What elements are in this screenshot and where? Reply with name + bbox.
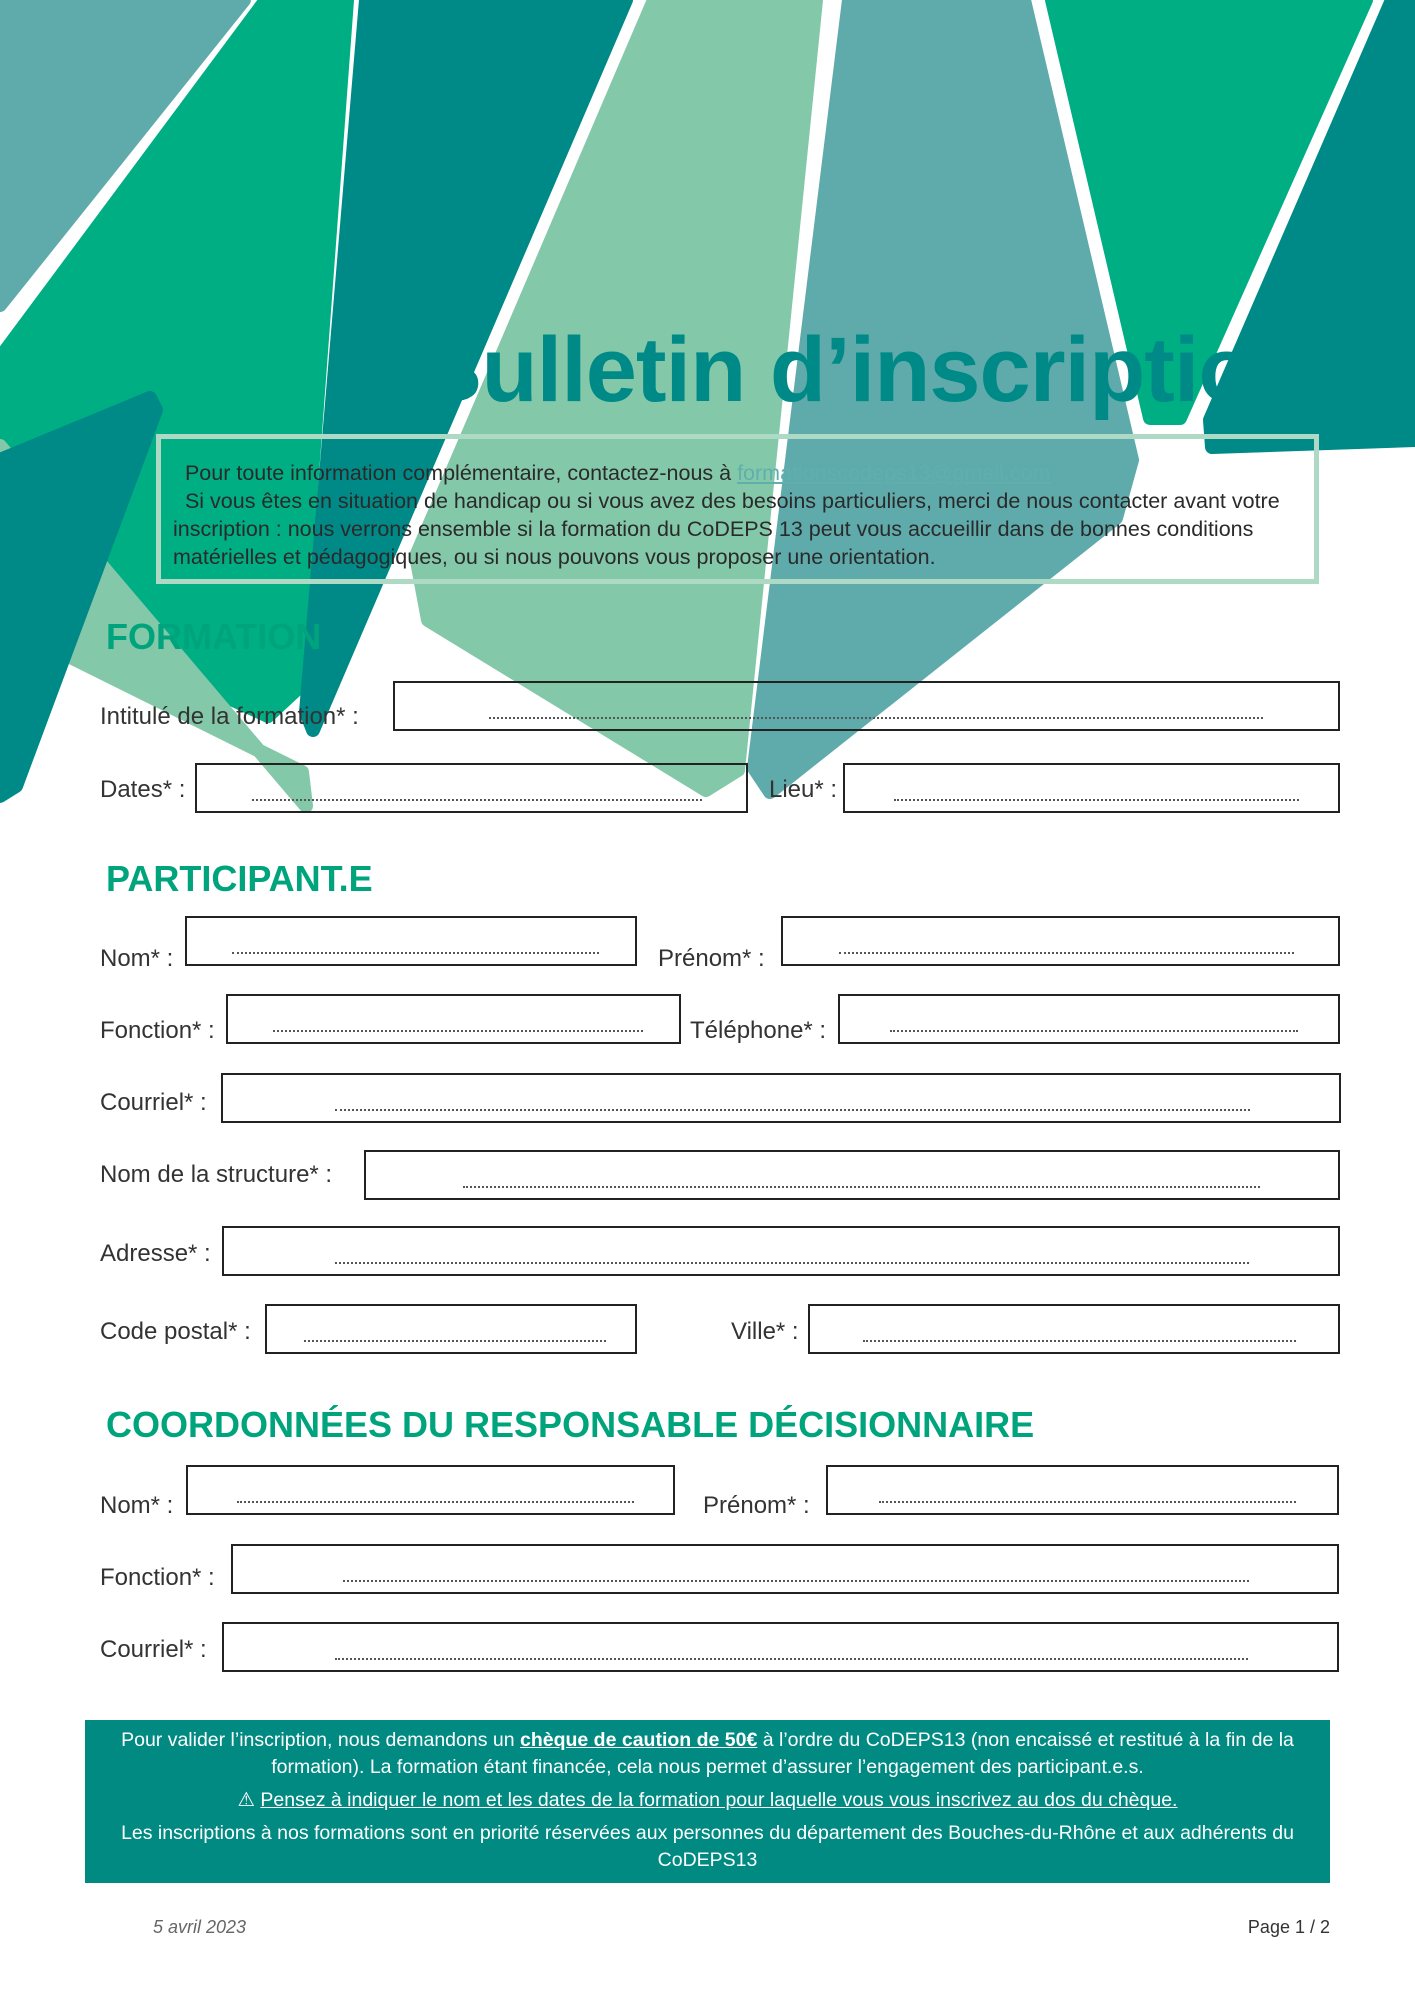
lieu-field[interactable]: [843, 763, 1340, 813]
prenom-field[interactable]: [781, 916, 1340, 966]
shape-gray-teal-1: [0, 0, 251, 312]
shape-dark-teal-3: [0, 391, 163, 803]
footer-date: 5 avril 2023: [153, 1917, 247, 1937]
shape-light-green-1: [409, 0, 823, 797]
caution-banner: Pour valider l’inscription, nous demando…: [85, 1720, 1330, 1883]
shape-green-2: [1045, 0, 1373, 425]
label-intitule: Intitulé de la formation* :: [100, 703, 359, 730]
footer-page-number: Page 1 / 2: [1247, 1917, 1330, 1937]
label-ville: Ville* :: [731, 1318, 799, 1345]
label-structure: Nom de la structure* :: [100, 1161, 333, 1188]
email-link[interactable]: formationscodeps13@gmail.com: [737, 461, 1051, 485]
warning-icon: ⚠: [237, 1789, 255, 1811]
dates-field[interactable]: [195, 763, 748, 813]
section-heading-responsable: COORDONNÉES DU RESPONSABLE DÉCISIONNAIRE: [106, 1404, 1035, 1445]
label-resp-nom: Nom* :: [100, 1492, 174, 1519]
label-resp-courriel: Courriel* :: [100, 1636, 207, 1663]
info-handicap: Si vous êtes en situation de handicap ou…: [173, 489, 1280, 569]
nom-field[interactable]: [185, 916, 637, 966]
shape-dark-teal-2: [1203, 0, 1415, 454]
resp-fonction-field[interactable]: [231, 1544, 1339, 1594]
decorative-triangles: [0, 0, 1415, 813]
shape-gray-teal-2: [747, 0, 1139, 799]
section-heading-formation: FORMATION: [106, 616, 322, 657]
label-code-postal: Code postal* :: [100, 1318, 251, 1345]
label-lieu: Lieu* :: [769, 776, 838, 803]
ville-field[interactable]: [808, 1304, 1340, 1354]
intitule-field[interactable]: [393, 681, 1340, 731]
resp-prenom-field[interactable]: [826, 1465, 1339, 1515]
adresse-field[interactable]: [222, 1226, 1340, 1276]
label-courriel: Courriel* :: [100, 1089, 207, 1116]
fonction-field[interactable]: [226, 994, 681, 1044]
banner-caution-text: Pour valider l’inscription, nous demando…: [121, 1729, 1294, 1778]
code-postal-field[interactable]: [265, 1304, 637, 1354]
telephone-field[interactable]: [838, 994, 1340, 1044]
banner-priority-text: Les inscriptions à nos formations sont e…: [121, 1822, 1294, 1871]
label-nom: Nom* :: [100, 945, 174, 972]
resp-courriel-field[interactable]: [222, 1622, 1339, 1672]
label-dates: Dates* :: [100, 776, 186, 803]
label-prenom: Prénom* :: [658, 945, 765, 972]
label-resp-prenom: Prénom* :: [703, 1492, 810, 1519]
info-contact: Pour toute information complémentaire, c…: [184, 461, 1051, 485]
structure-field[interactable]: [364, 1150, 1340, 1200]
label-adresse: Adresse* :: [100, 1240, 211, 1267]
section-heading-participant: PARTICIPANT.E: [106, 858, 373, 899]
resp-nom-field[interactable]: [186, 1465, 675, 1515]
info-box: Pour toute information complémentaire, c…: [156, 434, 1319, 584]
shape-dark-teal-1: [299, 0, 633, 737]
label-telephone: Téléphone* :: [690, 1017, 827, 1044]
label-resp-fonction: Fonction* :: [100, 1564, 215, 1591]
label-fonction: Fonction* :: [100, 1017, 215, 1044]
page-title: Bulletin d’inscription: [416, 319, 1310, 421]
courriel-field[interactable]: [221, 1073, 1341, 1123]
banner-warning: ⚠ Pensez à indiquer le nom et les dates …: [237, 1789, 1178, 1811]
